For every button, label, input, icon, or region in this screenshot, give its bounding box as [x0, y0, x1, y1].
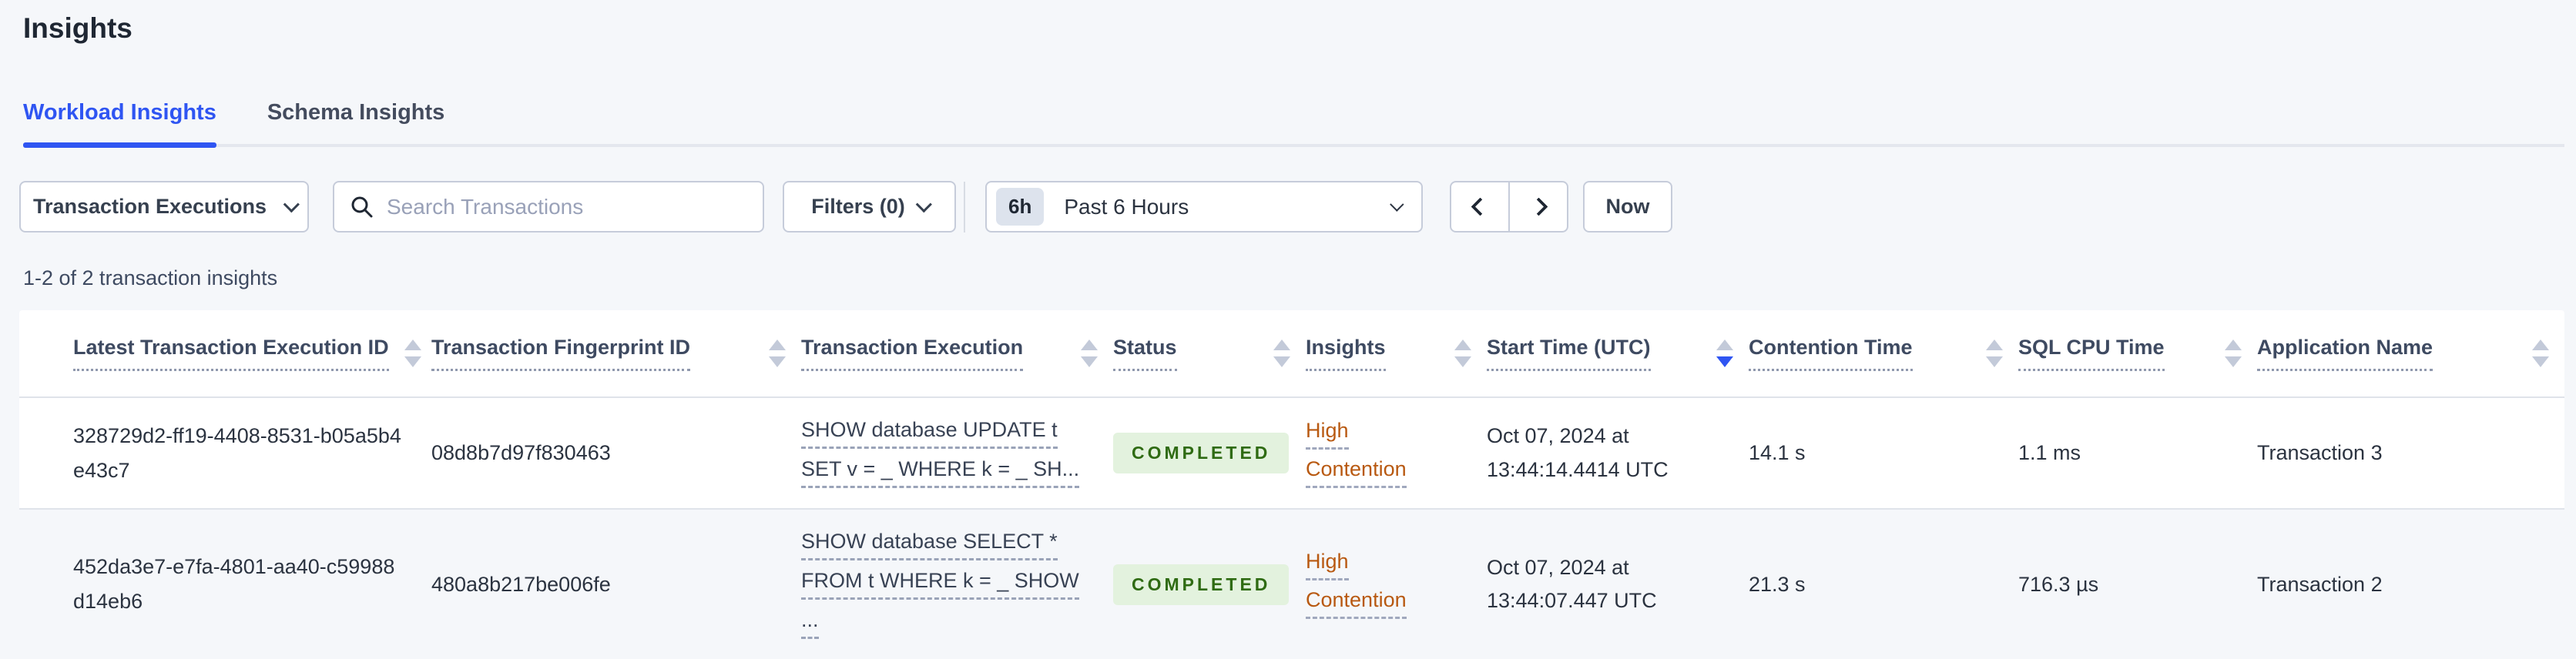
transaction-insights-table: Latest Transaction Execution ID Transact…	[19, 310, 2564, 659]
chevron-left-icon	[1470, 197, 1490, 216]
controls-bar: Transaction Executions Filters (0) 6h Pa…	[19, 181, 2564, 232]
time-range-label: Past 6 Hours	[1064, 194, 1189, 219]
insight-link[interactable]: High Contention	[1306, 509, 1487, 659]
latest-execution-id: 452da3e7-e7fa-4801-aa40-c59988d14eb6	[73, 555, 395, 613]
sql-cpu-time: 716.3 µs	[2018, 572, 2099, 596]
tab-bar: Workload Insights Schema Insights	[23, 100, 2564, 148]
page-title: Insights	[23, 12, 132, 44]
transaction-execution-link[interactable]: SHOW database SELECT * FROM t WHERE k = …	[801, 509, 1113, 659]
table-row: 328729d2-ff19-4408-8531-b05a5b4e43c7 08d…	[19, 397, 2564, 510]
search-box[interactable]	[333, 181, 764, 232]
transaction-execution-link[interactable]: SHOW database UPDATE t SET v = _ WHERE k…	[801, 397, 1113, 510]
sql-cpu-time: 1.1 ms	[2018, 441, 2081, 464]
workload-type-dropdown[interactable]: Transaction Executions	[19, 181, 309, 232]
table-header-row: Latest Transaction Execution ID Transact…	[19, 310, 2564, 398]
chevron-down-icon	[915, 196, 932, 213]
fingerprint-id: 08d8b7d97f830463	[431, 441, 611, 464]
start-time: Oct 07, 2024 at 13:44:14.4414 UTC	[1487, 424, 1669, 481]
sort-icon[interactable]	[2532, 340, 2549, 367]
tab-workload-insights[interactable]: Workload Insights	[23, 100, 216, 148]
column-header-status[interactable]: Status	[1113, 310, 1306, 398]
start-time: Oct 07, 2024 at 13:44:07.447 UTC	[1487, 555, 1657, 612]
application-name: Transaction 2	[2257, 572, 2383, 596]
contention-time: 14.1 s	[1749, 441, 1806, 464]
column-header-latest-execution-id[interactable]: Latest Transaction Execution ID	[19, 310, 431, 398]
column-header-application-name[interactable]: Application Name	[2257, 310, 2564, 398]
filters-button[interactable]: Filters (0)	[783, 181, 956, 232]
status-badge: COMPLETED	[1113, 564, 1290, 605]
column-header-start-time[interactable]: Start Time (UTC)	[1487, 310, 1749, 398]
tab-schema-insights[interactable]: Schema Insights	[267, 100, 445, 125]
column-header-fingerprint-id[interactable]: Transaction Fingerprint ID	[431, 310, 801, 398]
search-icon	[351, 196, 373, 217]
column-header-contention-time[interactable]: Contention Time	[1749, 310, 2018, 398]
fingerprint-id: 480a8b217be006fe	[431, 572, 611, 596]
chevron-down-icon	[1390, 197, 1404, 212]
search-input[interactable]	[387, 194, 747, 219]
filters-button-label: Filters (0)	[811, 195, 905, 218]
sort-desc-active-icon[interactable]	[1716, 340, 1733, 367]
latest-execution-id: 328729d2-ff19-4408-8531-b05a5b4e43c7	[73, 423, 401, 482]
sort-icon[interactable]	[1081, 340, 1098, 367]
application-name: Transaction 3	[2257, 441, 2383, 464]
time-range-next-button[interactable]	[1509, 181, 1568, 232]
sort-icon[interactable]	[2225, 340, 2242, 367]
now-button[interactable]: Now	[1583, 181, 1672, 232]
chevron-right-icon	[1528, 197, 1548, 216]
time-range-picker[interactable]: 6h Past 6 Hours	[985, 181, 1423, 232]
column-header-sql-cpu-time[interactable]: SQL CPU Time	[2018, 310, 2257, 398]
time-range-pager	[1450, 181, 1568, 232]
status-badge: COMPLETED	[1113, 433, 1290, 473]
insights-table-card: Latest Transaction Execution ID Transact…	[19, 310, 2564, 659]
workload-type-dropdown-label: Transaction Executions	[32, 195, 267, 218]
insight-link[interactable]: High Contention	[1306, 397, 1487, 510]
controls-divider	[964, 181, 965, 232]
column-header-transaction-execution[interactable]: Transaction Execution	[801, 310, 1113, 398]
chevron-down-icon	[283, 196, 300, 213]
time-range-preset-badge: 6h	[996, 188, 1045, 226]
column-header-insights[interactable]: Insights	[1306, 310, 1487, 398]
table-row: 452da3e7-e7fa-4801-aa40-c59988d14eb6 480…	[19, 509, 2564, 659]
sort-icon[interactable]	[1454, 340, 1471, 367]
now-button-label: Now	[1605, 195, 1650, 218]
sort-icon[interactable]	[1986, 340, 2003, 367]
time-range-prev-button[interactable]	[1450, 181, 1509, 232]
sort-icon[interactable]	[1273, 340, 1290, 367]
results-count: 1-2 of 2 transaction insights	[23, 266, 278, 289]
contention-time: 21.3 s	[1749, 572, 1806, 596]
sort-icon[interactable]	[769, 340, 786, 367]
sort-icon[interactable]	[404, 340, 421, 367]
